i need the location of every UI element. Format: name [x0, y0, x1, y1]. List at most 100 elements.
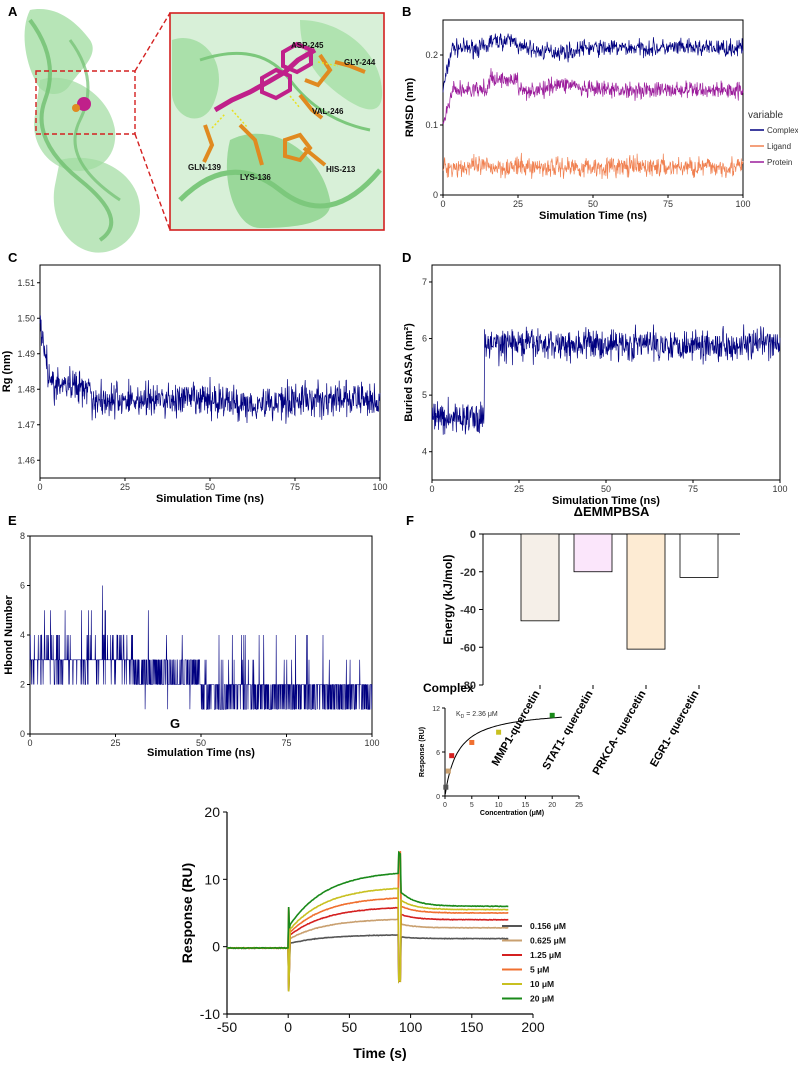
inset-ytick-label: 12 [432, 706, 440, 713]
rmsd-ytick-label: 0 [433, 190, 438, 200]
panel-label-b: B [402, 4, 411, 19]
inset-ylabel: Response (RU) [419, 727, 426, 777]
sasa-ytick-label: 6 [422, 334, 427, 344]
residue-gln139 [202, 124, 215, 163]
spr-ytick-label: 0 [212, 939, 220, 955]
rmsd-series-ligand [442, 152, 744, 180]
inset-fit-curve [444, 716, 562, 795]
spr-series-line [226, 850, 509, 950]
residue-label-asp245: ASP-245 [291, 41, 324, 50]
sasa-xlabel: Simulation Time (ns) [552, 495, 660, 507]
inset-xtick-label: 5 [470, 802, 474, 809]
inset-kd-symbol: K [456, 711, 461, 718]
residue-label-his213: HIS-213 [326, 165, 356, 174]
rmsd-series-complex [442, 33, 744, 93]
spr-legend-label: 5 μM [530, 965, 549, 975]
spr-legend-label: 10 μM [530, 979, 554, 989]
residue-his213 [283, 132, 313, 163]
sasa-ytick-label: 7 [422, 277, 427, 287]
hbond-ytick-label: 4 [20, 630, 25, 640]
chart-e-hbond: 0 25 50 75 100 0 2 4 6 8 Simulation Time (ns) Hbond… [3, 531, 380, 759]
rg-plot-frame [39, 264, 381, 479]
rmsd-ytick-label: 0.2 [425, 50, 438, 60]
energy-ytick-label: -80 [460, 680, 476, 692]
inset-data-point [496, 729, 502, 735]
protein-overview [24, 9, 140, 253]
rmsd-legend-label: Protein [767, 158, 792, 167]
spr-xtick-label: 150 [460, 1019, 484, 1035]
spr-xlabel: Time (s) [353, 1045, 406, 1061]
rg-xtick-label: 0 [37, 482, 42, 492]
inset-kd-subscript: D [461, 714, 465, 720]
panel-label-f: F [406, 513, 414, 528]
sasa-ytick-label: 5 [422, 390, 427, 400]
spr-legend-label: 1.25 μM [530, 950, 561, 960]
sasa-xtick-label: 25 [514, 484, 524, 494]
rmsd-legend-title: variable [748, 110, 783, 121]
hbond-xlabel: Simulation Time (ns) [147, 747, 255, 759]
rmsd-legend-label: Ligand [767, 142, 791, 151]
energy-bar [679, 533, 719, 578]
inset-kd-annotation: KD = 2.36 μM [456, 711, 498, 720]
hbond-xtick-label: 75 [281, 738, 291, 748]
zoom-loop [178, 168, 382, 209]
hbond-ytick-label: 0 [20, 729, 25, 739]
ligand-stick [213, 47, 317, 113]
inset-data-point [443, 784, 449, 790]
rmsd-ylabel: RMSD (nm) [404, 78, 416, 138]
rg-series-line [39, 315, 381, 424]
chart-b-rmsd: 0 25 50 75 100 0 0.1 0.2 Simulation Time (ns) RMS… [404, 19, 798, 222]
hbond-ytick-label: 2 [20, 680, 25, 690]
spr-legend-label: 0.156 μM [530, 921, 566, 931]
zoom-region-box [35, 70, 136, 135]
protein-backbone [28, 18, 114, 242]
panel-label-c: C [8, 250, 18, 265]
rmsd-ytick-label: 0.1 [425, 120, 438, 130]
energy-ylabel: Energy (kJ/mol) [441, 554, 455, 644]
rg-xtick-label: 25 [120, 482, 130, 492]
hbond-ylabel: Hbond Number [3, 595, 15, 675]
hbond-xtick-label: 100 [364, 738, 379, 748]
residue-lys136 [238, 123, 264, 166]
sasa-xtick-label: 75 [688, 484, 698, 494]
residue-his213-chain [302, 146, 327, 167]
chart-c-rg: 0 25 50 75 100 1.46 1.47 1.48 1.49 1.50 1.51 Simula… [1, 264, 388, 505]
sasa-ylabel: Buried SASA (nm²) [403, 323, 415, 422]
energy-ytick-label: 0 [470, 529, 476, 541]
chart-d-sasa: 0 25 50 75 100 4 5 6 7 Simulation Time (ns) Buried… [403, 264, 788, 507]
rmsd-xtick-label: 25 [513, 199, 523, 209]
inset-xtick-label: 15 [522, 802, 530, 809]
residue-label-val246: VAL-246 [312, 107, 344, 116]
sasa-xtick-label: 50 [601, 484, 611, 494]
panel-label-d: D [402, 250, 411, 265]
spr-xtick-label: -50 [217, 1019, 237, 1035]
inset-ytick-label: 0 [436, 794, 440, 801]
energy-bar [520, 533, 560, 622]
inset-data-point [449, 753, 455, 759]
hbond-ytick-label: 8 [20, 531, 25, 541]
rg-xtick-label: 75 [290, 482, 300, 492]
inset-xlabel: Concentration (μM) [480, 810, 544, 817]
spr-xtick-label: 100 [399, 1019, 423, 1035]
rmsd-xtick-label: 50 [588, 199, 598, 209]
inset-xtick-label: 10 [495, 802, 503, 809]
rg-xtick-label: 100 [372, 482, 387, 492]
rg-ytick-label: 1.49 [17, 349, 35, 359]
inset-xtick-label: 0 [443, 802, 447, 809]
inset-data-point [469, 739, 475, 745]
inset-data-point [445, 768, 451, 774]
hbond-xtick-label: 25 [110, 738, 120, 748]
energy-xlabel: Complex [423, 681, 474, 695]
energy-bar [573, 533, 613, 573]
spr-legend-label: 0.625 μM [530, 936, 566, 946]
spr-series-line [226, 850, 509, 950]
sasa-xtick-label: 0 [429, 484, 434, 494]
inset-data-point [549, 712, 555, 718]
rg-ytick-label: 1.47 [17, 420, 35, 430]
zoom-connector-bottom [134, 133, 171, 231]
rg-ytick-label: 1.50 [17, 313, 35, 323]
inset-xtick-label: 25 [575, 802, 583, 809]
spr-legend-label: 20 μM [530, 994, 554, 1004]
rg-xtick-label: 50 [205, 482, 215, 492]
